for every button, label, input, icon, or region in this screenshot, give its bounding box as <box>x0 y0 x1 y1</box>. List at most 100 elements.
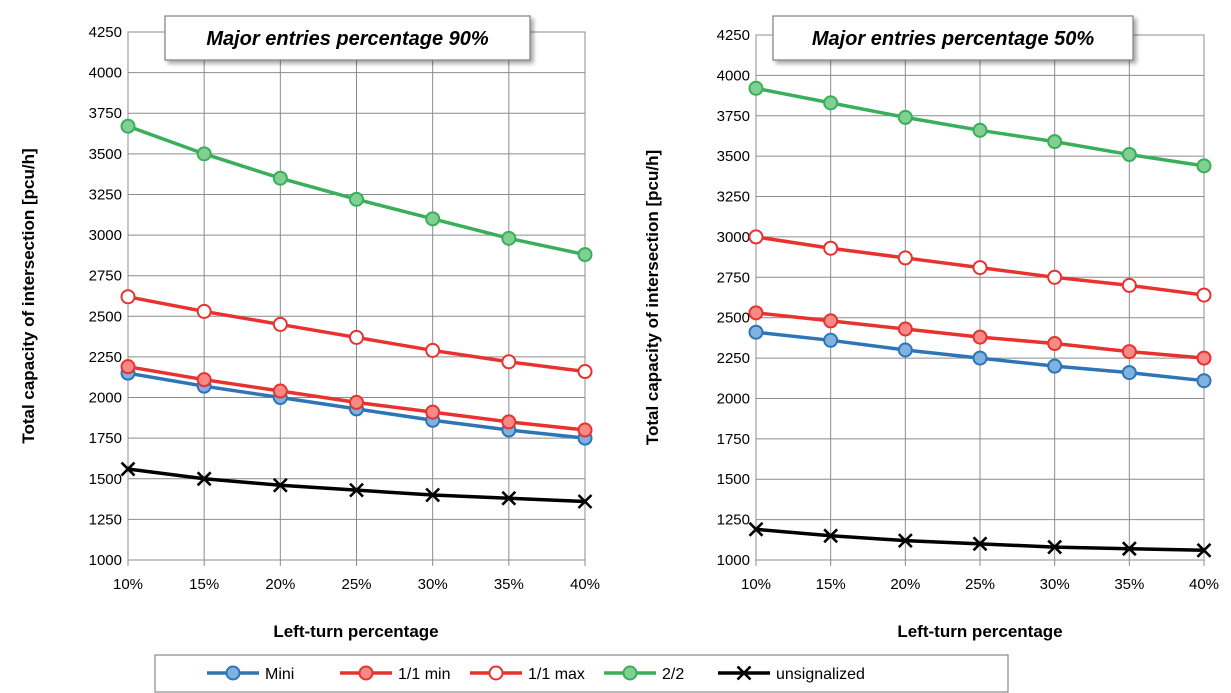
y-tick-label: 1500 <box>89 471 122 488</box>
data-point <box>272 170 288 186</box>
series-unsignalized <box>120 461 593 509</box>
data-point-b <box>1196 542 1212 558</box>
data-point <box>120 461 136 477</box>
legend-items: Mini 1/1 min 1/1 max 2/2 unsignalized <box>207 665 865 683</box>
data-point <box>501 230 517 246</box>
legend-marker <box>488 665 504 681</box>
data-point <box>823 332 839 348</box>
data-point-b <box>577 494 593 509</box>
data-point <box>501 414 517 430</box>
data-point <box>196 471 212 487</box>
y-tick-label: 2500 <box>717 310 750 327</box>
data-point <box>501 354 517 370</box>
data-point <box>1121 147 1137 163</box>
series-mini <box>748 324 1212 389</box>
series-2-2 <box>120 118 593 263</box>
legend-label: unsignalized <box>776 666 865 683</box>
data-point <box>1121 541 1137 557</box>
y-tick-label: 4250 <box>89 24 122 41</box>
data-point <box>972 350 988 366</box>
y-tick-label: 3500 <box>89 146 122 163</box>
data-point <box>748 521 764 537</box>
data-point <box>823 313 839 329</box>
legend-marker <box>225 665 241 681</box>
y-tick-label: 2500 <box>89 308 122 325</box>
chart-title-box <box>772 15 1134 61</box>
x-tick-label: 10% <box>113 576 143 593</box>
data-point <box>425 211 441 227</box>
data-point <box>425 342 441 358</box>
data-point <box>1047 358 1063 374</box>
data-point-b <box>349 482 364 498</box>
y-tick-label: 1500 <box>717 471 750 488</box>
data-point <box>1047 269 1063 285</box>
x-tick-label: 15% <box>189 576 219 593</box>
y-tick-label: 1750 <box>717 431 750 448</box>
y-tick-label: 1000 <box>717 552 750 569</box>
data-point <box>120 359 136 375</box>
data-point <box>748 305 764 321</box>
data-point <box>120 289 136 305</box>
data-point <box>349 394 364 410</box>
y-tick-label: 2250 <box>89 349 122 366</box>
x-tick-label: 35% <box>494 576 524 593</box>
data-point <box>823 95 839 111</box>
data-point <box>748 324 764 340</box>
data-point-b <box>897 533 913 549</box>
y-tick-label: 1000 <box>89 552 122 569</box>
data-point-b <box>1121 541 1137 557</box>
x-tick-label: 25% <box>341 576 371 593</box>
chart-major-90: 1000 1250 1500 1750 2000 2250 2500 2750 3000 3250… <box>19 15 600 641</box>
data-point <box>120 118 136 134</box>
data-point <box>897 250 913 266</box>
data-point <box>425 404 441 420</box>
chart-major-50: 1000 1250 1500 1750 2000 2250 2500 2750 3000 3250… <box>643 15 1219 641</box>
x-tick-label: 20% <box>890 576 920 593</box>
data-point <box>897 321 913 337</box>
data-point <box>1196 158 1212 174</box>
y-tick-label: 1750 <box>89 430 122 447</box>
chart-title: Major entries percentage 50% <box>812 28 1095 50</box>
y-tick-label: 2000 <box>89 390 122 407</box>
y-axis-title: Total capacity of intersection [pcu/h] <box>19 148 38 443</box>
legend-label: Mini <box>265 666 294 683</box>
data-point <box>748 229 764 245</box>
data-point <box>972 260 988 276</box>
data-point <box>577 494 593 509</box>
legend-label: 1/1 min <box>398 666 450 683</box>
data-point <box>501 490 517 506</box>
data-point <box>349 329 364 345</box>
y-tick-label: 4250 <box>717 27 750 44</box>
y-tick-label: 1250 <box>89 511 122 528</box>
data-point <box>823 240 839 256</box>
legend-item: 1/1 max <box>470 665 585 683</box>
y-tick-label: 2000 <box>717 390 750 407</box>
data-point <box>577 364 593 380</box>
y-tick-label: 3000 <box>89 227 122 244</box>
y-tick-label: 2750 <box>717 269 750 286</box>
x-tick-label: 10% <box>741 576 771 593</box>
data-point-b <box>823 528 839 544</box>
data-point <box>1047 336 1063 352</box>
legend-item: Mini <box>207 665 294 683</box>
x-tick-label: 15% <box>816 576 846 593</box>
data-point <box>1196 287 1212 303</box>
data-point <box>897 342 913 358</box>
y-tick-label: 3000 <box>717 229 750 246</box>
legend-label: 2/2 <box>662 666 684 683</box>
data-point <box>272 316 288 332</box>
series-unsignalized <box>748 521 1212 558</box>
data-point <box>1121 365 1137 381</box>
data-point <box>196 146 212 162</box>
data-point-b <box>120 461 136 477</box>
data-point <box>1196 350 1212 366</box>
data-point-b <box>501 490 517 506</box>
data-point <box>1121 344 1137 360</box>
data-point <box>272 477 288 493</box>
data-point <box>897 533 913 549</box>
y-tick-label: 3250 <box>89 186 122 203</box>
y-tick-label: 4000 <box>717 67 750 84</box>
legend-item: 2/2 <box>604 665 684 683</box>
data-point <box>196 303 212 319</box>
